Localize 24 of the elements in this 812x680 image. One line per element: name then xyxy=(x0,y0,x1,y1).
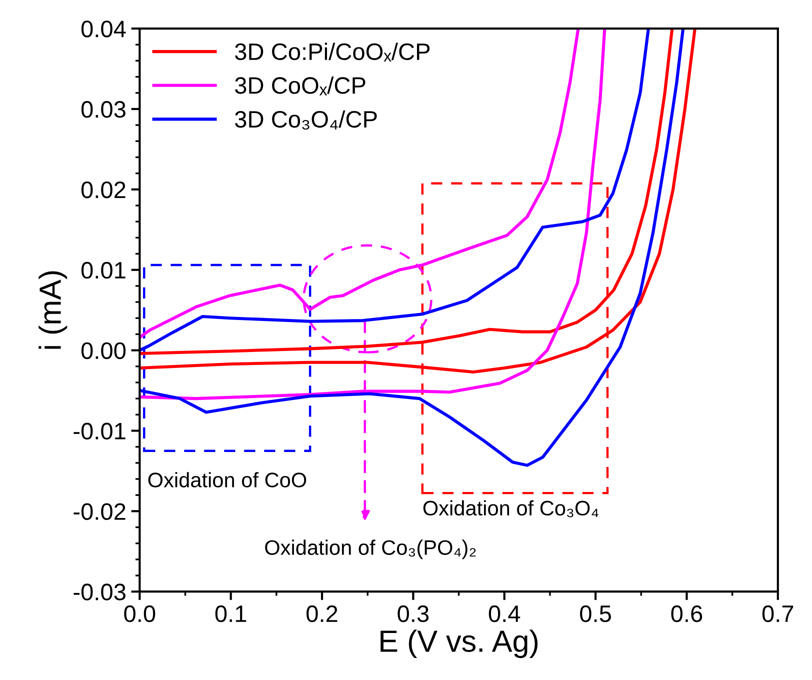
y-tick-label: 0.04 xyxy=(81,20,126,38)
legend-label: 3D Co₃O₄/CP xyxy=(235,110,377,130)
y-tick-label: 0.01 xyxy=(81,262,126,279)
y-tick-label: -0.02 xyxy=(74,503,126,520)
x-tick-label: 0.3 xyxy=(398,605,429,622)
y-tick-label: 0.00 xyxy=(81,342,126,360)
x-tick-label: 0.2 xyxy=(306,605,338,622)
y-tick-label: 0.02 xyxy=(81,181,126,198)
x-tick-label: 0.7 xyxy=(762,605,794,622)
x-tick-label: 0.1 xyxy=(215,605,246,622)
annotation: Oxidation of Co₃(PO₄)₂ xyxy=(265,540,476,560)
x-tick-label: 0.4 xyxy=(488,605,520,622)
y-tick-label: -0.03 xyxy=(74,584,126,600)
annotation: Oxidation of Co₃O₄ xyxy=(423,500,598,518)
y-axis-title: i (mA) xyxy=(38,271,68,349)
legend-label: 3D Co:Pi/CoOₓ/CP xyxy=(235,42,430,62)
x-axis-title: E (V vs. Ag) xyxy=(380,630,538,658)
x-tick-label: 0.6 xyxy=(671,605,702,622)
y-tick-label: -0.01 xyxy=(74,422,126,440)
legend-label: 3D CoOₓ/CP xyxy=(235,76,366,96)
y-tick-label: 0.03 xyxy=(81,101,126,118)
x-tick-label: 0.5 xyxy=(580,605,611,622)
x-tick-label: 0.0 xyxy=(124,605,156,622)
annotation: Oxidation of CoO xyxy=(148,472,306,488)
